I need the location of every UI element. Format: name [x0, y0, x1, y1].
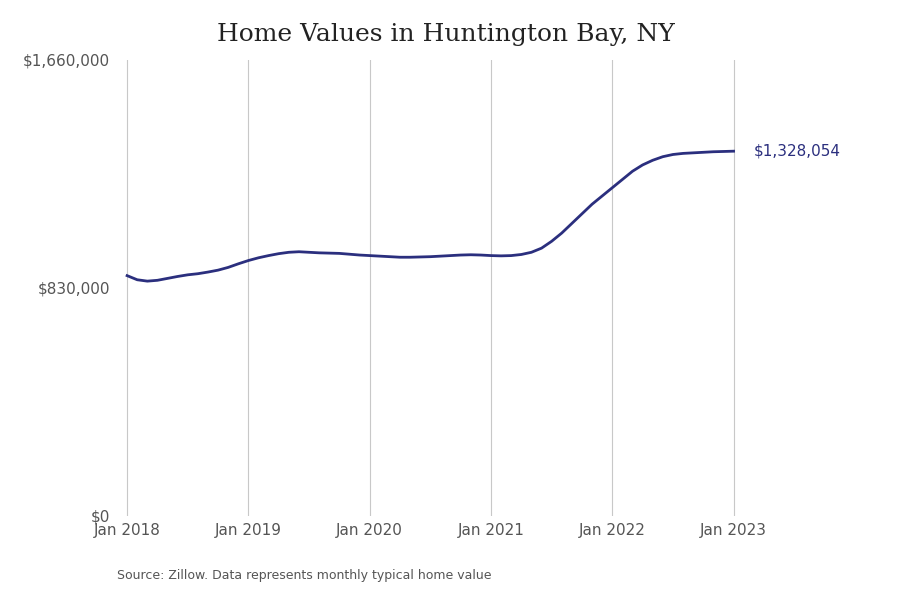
Text: Source: Zillow. Data represents monthly typical home value: Source: Zillow. Data represents monthly … — [117, 569, 491, 582]
Title: Home Values in Huntington Bay, NY: Home Values in Huntington Bay, NY — [217, 23, 674, 46]
Text: $1,328,054: $1,328,054 — [754, 143, 841, 158]
